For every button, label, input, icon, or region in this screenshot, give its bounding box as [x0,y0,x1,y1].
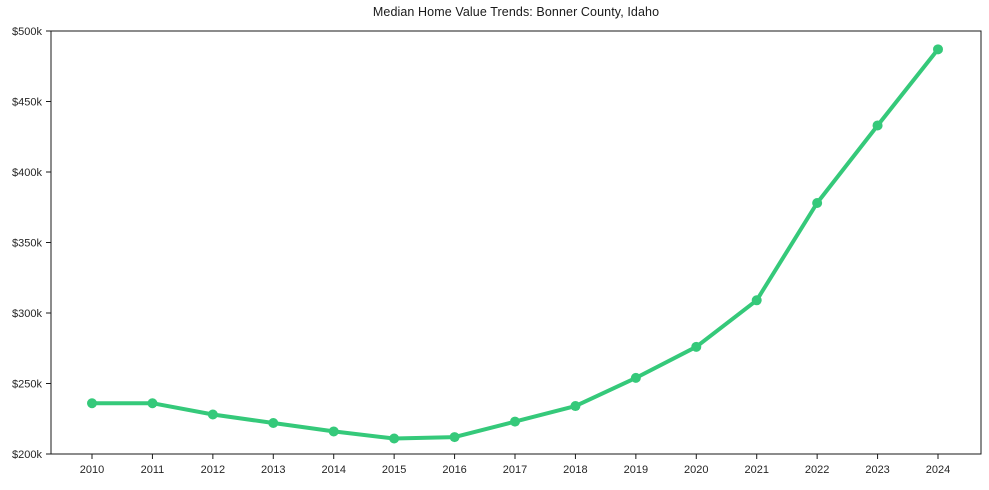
x-tick-label: 2021 [744,464,768,476]
data-point-marker [268,417,279,428]
data-point-marker [389,433,400,444]
x-tick-label: 2010 [80,464,104,476]
data-point-marker [570,401,581,412]
trend-line [90,47,940,441]
y-tick-label: $200k [12,449,42,461]
data-point-marker [872,120,883,131]
x-tick-label: 2014 [321,464,345,476]
y-tick-label: $300k [12,308,42,320]
x-tick-label: 2024 [926,464,950,476]
x-tick-label: 2011 [141,464,165,476]
data-point-marker [933,44,943,55]
data-point-marker [328,426,339,437]
x-tick-label: 2019 [624,464,648,476]
plot-border [50,30,982,455]
x-tick-label: 2015 [382,464,406,476]
data-point-marker [207,409,218,420]
data-point-marker [147,398,158,409]
data-point-marker [630,372,641,383]
chart-title: Median Home Value Trends: Bonner County,… [372,5,660,19]
y-tick-label: $500k [12,26,42,38]
y-tick-label: $350k [12,238,42,250]
y-tick-label: $400k [12,167,42,179]
x-tick-label: 2018 [563,464,587,476]
x-tick-label: 2023 [865,464,889,476]
data-point-marker [510,416,520,427]
data-point-marker [449,432,460,443]
x-tick-label: 2013 [261,464,285,476]
data-point-marker [691,341,702,352]
x-tick-label: 2012 [201,464,225,476]
data-point-marker [751,295,762,306]
x-tick-label: 2020 [684,464,708,476]
data-point-marker [812,198,823,209]
data-point-marker [87,398,97,409]
y-tick-label: $450k [12,97,42,109]
x-tick-label: 2016 [442,464,466,476]
y-tick-label: $250k [12,379,42,391]
x-tick-label: 2017 [503,464,527,476]
x-tick-label: 2022 [805,464,829,476]
